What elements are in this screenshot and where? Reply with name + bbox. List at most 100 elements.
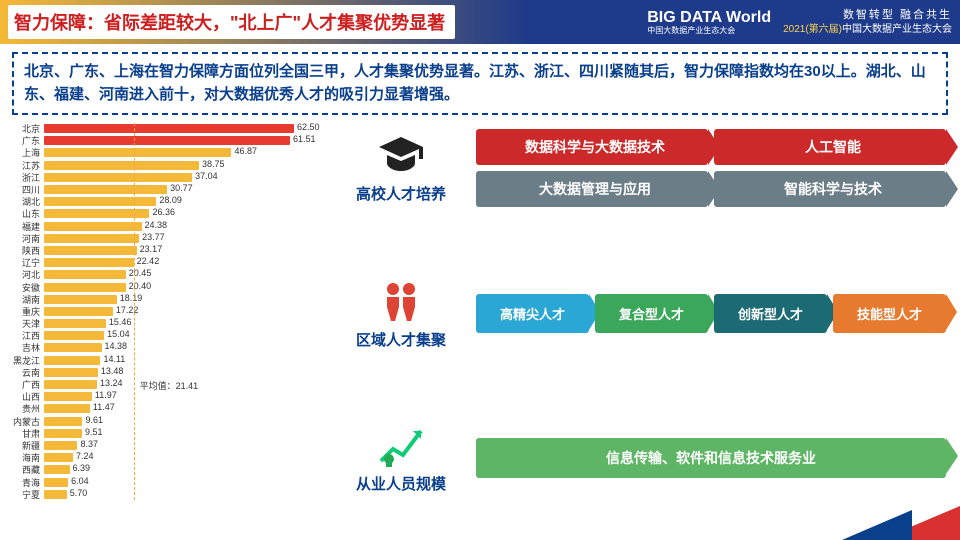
chart-bar: 14.11 xyxy=(44,356,100,365)
chart-row: 北京62.50 xyxy=(10,123,330,135)
chart-bar: 13.48 xyxy=(44,368,98,377)
chart-bar: 46.87 xyxy=(44,148,231,157)
chart-value: 14.11 xyxy=(103,354,125,364)
chart-value: 6.39 xyxy=(73,463,91,473)
chart-row: 青海6.04 xyxy=(10,476,330,488)
chart-row: 山东26.36 xyxy=(10,208,330,220)
chart-bar: 6.39 xyxy=(44,465,70,474)
chart-bar: 20.40 xyxy=(44,283,126,292)
chart-bar: 23.17 xyxy=(44,246,137,255)
chart-row: 辽宁22.42 xyxy=(10,257,330,269)
chart-row: 上海46.87 xyxy=(10,147,330,159)
chart-row: 黑龙江14.11 xyxy=(10,354,330,366)
chart-value: 15.46 xyxy=(109,317,132,327)
chart-row-label: 广西 xyxy=(10,378,44,391)
chart-bar: 6.04 xyxy=(44,478,68,487)
chart-bar: 11.97 xyxy=(44,392,92,401)
avg-label: 平均值：21.41 xyxy=(140,379,199,392)
chart-bar: 23.77 xyxy=(44,234,139,243)
chart-row-label: 西藏 xyxy=(10,463,44,476)
chart-row: 云南13.48 xyxy=(10,366,330,378)
category-arrow: 数据科学与大数据技术 xyxy=(476,129,708,165)
chart-row-label: 江苏 xyxy=(10,159,44,172)
chart-bar: 14.38 xyxy=(44,343,102,352)
chart-bar: 30.77 xyxy=(44,185,167,194)
footer-decoration xyxy=(820,504,960,540)
chart-row: 贵州11.47 xyxy=(10,403,330,415)
chart-row: 福建24.38 xyxy=(10,220,330,232)
section-label: 从业人员规模 xyxy=(346,473,456,494)
chart-value: 28.09 xyxy=(159,195,182,205)
chart-row-label: 四川 xyxy=(10,183,44,196)
chart-value: 13.24 xyxy=(100,378,123,388)
page-title: 智力保障：省际差距较大，"北上广"人才集聚优势显著 xyxy=(8,5,455,39)
right-panel: 高校人才培养数据科学与大数据技术人工智能大数据管理与应用智能科学与技术区域人才集… xyxy=(330,123,956,501)
chart-bar: 5.70 xyxy=(44,490,67,499)
chart-row: 天津15.46 xyxy=(10,318,330,330)
chart-row-label: 山东 xyxy=(10,207,44,220)
chart-value: 13.48 xyxy=(101,366,124,376)
chart-row: 广东61.51 xyxy=(10,135,330,147)
chart-row: 海南7.24 xyxy=(10,452,330,464)
avg-line xyxy=(134,123,135,501)
section: 从业人员规模信息传输、软件和信息技术服务业 xyxy=(346,421,946,494)
chart-bar: 62.50 xyxy=(44,124,294,133)
chart-row: 西藏6.39 xyxy=(10,464,330,476)
chart-row-label: 青海 xyxy=(10,476,44,489)
chart-row-label: 陕西 xyxy=(10,244,44,257)
chart-row: 内蒙古 9.61 xyxy=(10,415,330,427)
chart-bar: 15.46 xyxy=(44,319,106,328)
chart-row-label: 山西 xyxy=(10,390,44,403)
summary-box: 北京、广东、上海在智力保障方面位列全国三甲，人才集聚优势显著。江苏、浙江、四川紧… xyxy=(12,52,948,115)
chart-row-label: 重庆 xyxy=(10,305,44,318)
chart-row-label: 天津 xyxy=(10,317,44,330)
chart-row-label: 黑龙江 xyxy=(10,354,44,367)
chart-row-label: 河北 xyxy=(10,268,44,281)
chart-value: 15.04 xyxy=(107,329,130,339)
chart-value: 5.70 xyxy=(70,488,88,498)
chart-value: 7.24 xyxy=(76,451,94,461)
chart-bar: 61.51 xyxy=(44,136,290,145)
chart-row-label: 辽宁 xyxy=(10,256,44,269)
chart-row: 河南23.77 xyxy=(10,232,330,244)
chart-bar: 28.09 xyxy=(44,197,156,206)
chart-row-label: 内蒙古 xyxy=(10,415,44,428)
chart-bar: 13.24 xyxy=(44,380,97,389)
chart-value: 17.22 xyxy=(116,305,139,315)
chart-row: 宁夏5.70 xyxy=(10,488,330,500)
chart-row: 湖北28.09 xyxy=(10,196,330,208)
chart-value: 6.04 xyxy=(71,476,89,486)
chart-row: 新疆8.37 xyxy=(10,439,330,451)
chart-value: 62.50 xyxy=(297,122,320,132)
chart-bar: 9.51 xyxy=(44,429,82,438)
category-arrow: 技能型人才 xyxy=(833,294,946,333)
chart-row-label: 福建 xyxy=(10,220,44,233)
chart-row-label: 河南 xyxy=(10,232,44,245)
chart-row: 江苏38.75 xyxy=(10,159,330,171)
chart-row: 四川30.77 xyxy=(10,183,330,195)
chart-bar: 24.38 xyxy=(44,222,142,231)
section-label: 高校人才培养 xyxy=(346,183,456,204)
cap-icon xyxy=(377,131,425,179)
chart-row-label: 湖南 xyxy=(10,293,44,306)
chart-bar: 7.24 xyxy=(44,453,73,462)
chart-bar: 38.75 xyxy=(44,161,199,170)
chart-value: 61.51 xyxy=(293,134,316,144)
chart-value: 9.61 xyxy=(85,415,103,425)
chart-row: 陕西23.17 xyxy=(10,244,330,256)
category-arrow: 复合型人才 xyxy=(595,294,708,333)
chart-value: 37.04 xyxy=(195,171,218,181)
chart-bar: 11.47 xyxy=(44,404,90,413)
chart-value: 11.47 xyxy=(93,402,115,412)
chart-row: 甘肃9.51 xyxy=(10,427,330,439)
chart-row-label: 新疆 xyxy=(10,439,44,452)
chart-bar: 37.04 xyxy=(44,173,192,182)
category-arrow: 智能科学与技术 xyxy=(714,171,946,207)
people-icon xyxy=(377,277,425,325)
chart-row: 浙江37.04 xyxy=(10,171,330,183)
chart-value: 8.37 xyxy=(80,439,98,449)
chart-bar: 8.37 xyxy=(44,441,77,450)
chart-row-label: 宁夏 xyxy=(10,488,44,501)
chart-value: 30.77 xyxy=(170,183,193,193)
chart-row-label: 贵州 xyxy=(10,402,44,415)
